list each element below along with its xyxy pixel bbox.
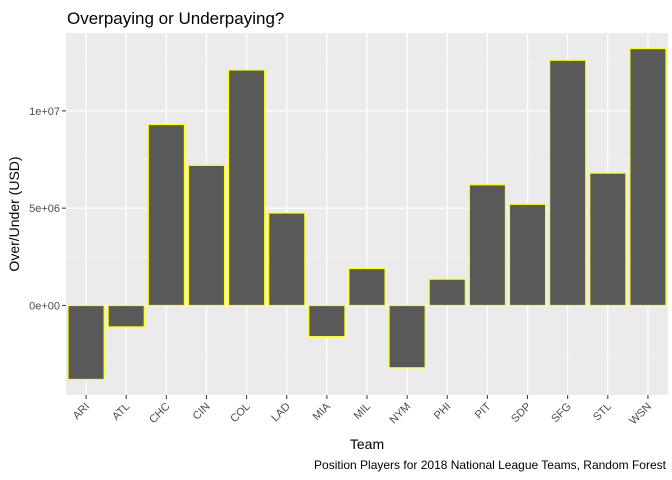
x-tick-label-cin: CIN: [191, 401, 213, 423]
x-axis-title: Team: [350, 436, 384, 452]
x-tick-label-phi: PHI: [432, 401, 453, 422]
x-tick-label-lad: LAD: [269, 401, 293, 425]
x-tick-label-chc: CHC: [147, 401, 172, 426]
bar-atl: [107, 304, 145, 328]
y-tick-label: 0e+00: [29, 300, 60, 312]
bar-lad: [268, 212, 306, 307]
bar-sdp: [508, 203, 547, 307]
x-tick-label-sdp: SDP: [509, 401, 533, 425]
x-axis: ARI ATL CHC CIN COL LAD MIA MIL NYM PHI PIT SDP SFG S…: [71, 395, 654, 427]
y-tick-label: 5e+06: [29, 203, 60, 215]
chart-caption: Position Players for 2018 National Leagu…: [314, 458, 667, 472]
y-axis-title: Over/Under (USD): [6, 156, 22, 271]
bar-col: [227, 69, 266, 307]
bar-stl: [589, 172, 627, 307]
x-tick-label-stl: STL: [591, 401, 614, 424]
x-tick-label-atl: ATL: [110, 401, 132, 423]
x-tick-label-sfg: SFG: [549, 401, 573, 425]
x-tick-label-col: COL: [228, 401, 252, 425]
bar-pit: [468, 184, 507, 307]
chart-title: Overpaying or Underpaying?: [67, 9, 284, 28]
bar-mil: [348, 267, 386, 307]
bar-cin: [187, 164, 226, 307]
x-tick-label-ari: ARI: [71, 401, 92, 422]
bar-wsn: [629, 47, 667, 307]
bars: [67, 47, 667, 381]
bar-chc: [147, 123, 185, 307]
y-tick-label: 1e+07: [29, 106, 60, 118]
bar-sfg: [549, 59, 587, 307]
bar-mia: [308, 304, 346, 338]
x-tick-label-wsn: WSN: [627, 401, 654, 428]
x-tick-label-nym: NYM: [387, 401, 413, 427]
bar-nym: [388, 304, 426, 369]
bar-ari: [67, 304, 105, 381]
x-tick-label-pit: PIT: [473, 400, 494, 421]
x-tick-label-mil: MIL: [352, 401, 373, 422]
y-axis: 0e+00 5e+06 1e+07: [29, 106, 66, 312]
x-tick-label-mia: MIA: [311, 400, 334, 423]
bar-phi: [428, 278, 466, 307]
